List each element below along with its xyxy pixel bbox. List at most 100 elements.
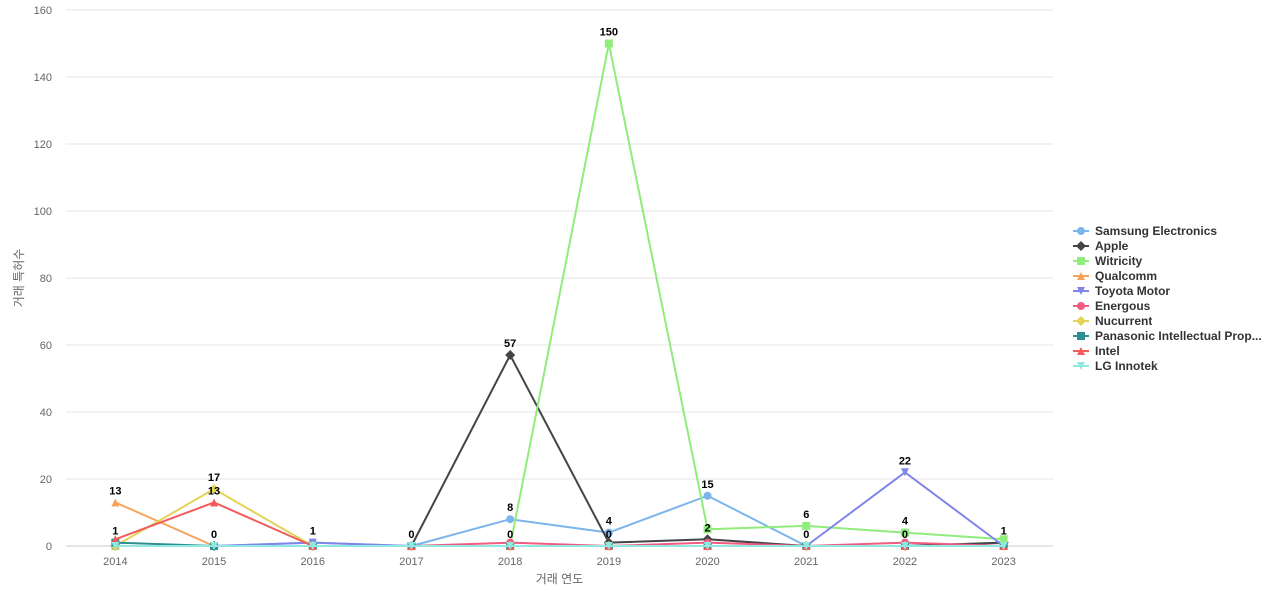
data-label: 13: [109, 485, 121, 497]
data-point[interactable]: [210, 498, 219, 507]
legend-label: Qualcomm: [1095, 268, 1158, 283]
legend-label: Nucurrent: [1095, 313, 1153, 328]
legend-item[interactable]: LG Innotek: [1073, 358, 1273, 373]
data-label: 0: [606, 529, 612, 541]
y-axis-ticks: 0 20 40 60 80 100 120 140 160: [34, 5, 52, 553]
data-point[interactable]: [111, 542, 120, 550]
data-point[interactable]: [900, 528, 909, 537]
legend-item[interactable]: Intel: [1073, 343, 1273, 358]
data-point[interactable]: [506, 542, 515, 550]
data-label: 2: [704, 522, 710, 534]
series-6: [110, 484, 1009, 551]
legend-symbol-icon: [1073, 286, 1089, 295]
legend-item[interactable]: Energous: [1073, 298, 1273, 313]
data-label: 0: [902, 529, 908, 541]
data-label: 1: [1001, 526, 1007, 538]
data-point[interactable]: [802, 521, 811, 530]
data-point[interactable]: [506, 515, 515, 524]
data-point[interactable]: [999, 535, 1008, 544]
series-line[interactable]: [114, 42, 1005, 547]
data-label: 4: [606, 516, 613, 528]
legend-label: Samsung Electronics: [1095, 223, 1218, 238]
data-point[interactable]: [308, 542, 317, 550]
legend-marker: [1077, 346, 1085, 355]
series-1: [110, 350, 1009, 551]
x-axis-title: 거래 연도: [536, 572, 584, 586]
y-tick-label: 40: [40, 407, 52, 419]
data-label: 57: [504, 338, 516, 350]
data-point[interactable]: [604, 39, 613, 48]
data-point[interactable]: [900, 542, 909, 550]
series-9: [111, 542, 1008, 550]
series-8: [111, 498, 1008, 550]
x-tick-label: 2015: [202, 556, 226, 568]
data-point[interactable]: [900, 468, 909, 477]
x-tick-label: 2021: [794, 556, 818, 568]
data-point[interactable]: [209, 484, 220, 495]
legend-symbol-icon: [1073, 301, 1089, 310]
legend-marker: [1077, 301, 1085, 310]
data-label: 6: [803, 509, 809, 521]
series-0: [111, 491, 1008, 550]
x-tick-label: 2020: [695, 556, 719, 568]
x-tick-label: 2018: [498, 556, 522, 568]
data-point[interactable]: [505, 350, 516, 361]
data-point[interactable]: [802, 542, 811, 550]
legend-symbol-icon: [1073, 331, 1089, 340]
data-point[interactable]: [111, 498, 120, 507]
data-label: 8: [507, 502, 513, 514]
data-label: 13: [208, 485, 220, 497]
y-tick-label: 0: [46, 541, 52, 553]
legend-symbol-icon: [1073, 256, 1089, 265]
legend-label: Apple: [1095, 238, 1129, 253]
data-point[interactable]: [407, 542, 416, 550]
legend-item[interactable]: Apple: [1073, 238, 1273, 253]
data-label: 15: [701, 479, 713, 491]
data-label: 0: [507, 529, 513, 541]
data-point[interactable]: [703, 491, 712, 500]
x-tick-label: 2016: [301, 556, 325, 568]
legend-symbol-icon: [1073, 315, 1089, 326]
data-point[interactable]: [111, 535, 120, 544]
data-point[interactable]: [999, 542, 1008, 550]
series-layer: [110, 39, 1009, 551]
legend-item[interactable]: Samsung Electronics: [1073, 223, 1273, 238]
x-tick-label: 2023: [991, 556, 1015, 568]
x-tick-label: 2017: [399, 556, 423, 568]
legend-symbol-icon: [1073, 346, 1089, 355]
y-axis-title: 거래 특허수: [12, 249, 26, 308]
series-line[interactable]: [114, 494, 1005, 547]
grid-lines: [66, 9, 1053, 547]
data-label: 1: [310, 526, 316, 538]
x-tick-label: 2019: [597, 556, 621, 568]
data-point[interactable]: [703, 525, 712, 534]
legend-item[interactable]: Panasonic Intellectual Prop...: [1073, 328, 1273, 343]
x-tick-label: 2014: [103, 556, 127, 568]
series-2: [111, 39, 1008, 550]
legend-item[interactable]: Toyota Motor: [1073, 283, 1273, 298]
data-label: 0: [408, 529, 414, 541]
data-point[interactable]: [703, 542, 712, 550]
legend-marker: [1077, 331, 1085, 340]
legend-marker: [1077, 286, 1085, 295]
legend-label: LG Innotek: [1095, 358, 1158, 373]
legend-item[interactable]: Nucurrent: [1073, 313, 1273, 328]
legend: Samsung Electronics Apple Witricity Qualcom…: [1073, 223, 1273, 373]
data-point[interactable]: [210, 542, 219, 550]
legend-symbol-icon: [1073, 226, 1089, 235]
y-tick-label: 100: [34, 206, 52, 218]
series-3: [111, 498, 1008, 550]
legend-item[interactable]: Witricity: [1073, 253, 1273, 268]
data-label: 22: [899, 455, 911, 467]
data-point[interactable]: [604, 542, 613, 550]
data-point[interactable]: [604, 528, 613, 537]
x-tick-label: 2022: [893, 556, 917, 568]
data-label: 150: [600, 27, 618, 39]
legend-item[interactable]: Qualcomm: [1073, 268, 1273, 283]
y-tick-label: 140: [34, 72, 52, 84]
legend-marker: [1077, 256, 1085, 265]
data-label: 0: [211, 529, 217, 541]
legend-label: Energous: [1095, 298, 1151, 313]
series-4: [111, 468, 1008, 550]
